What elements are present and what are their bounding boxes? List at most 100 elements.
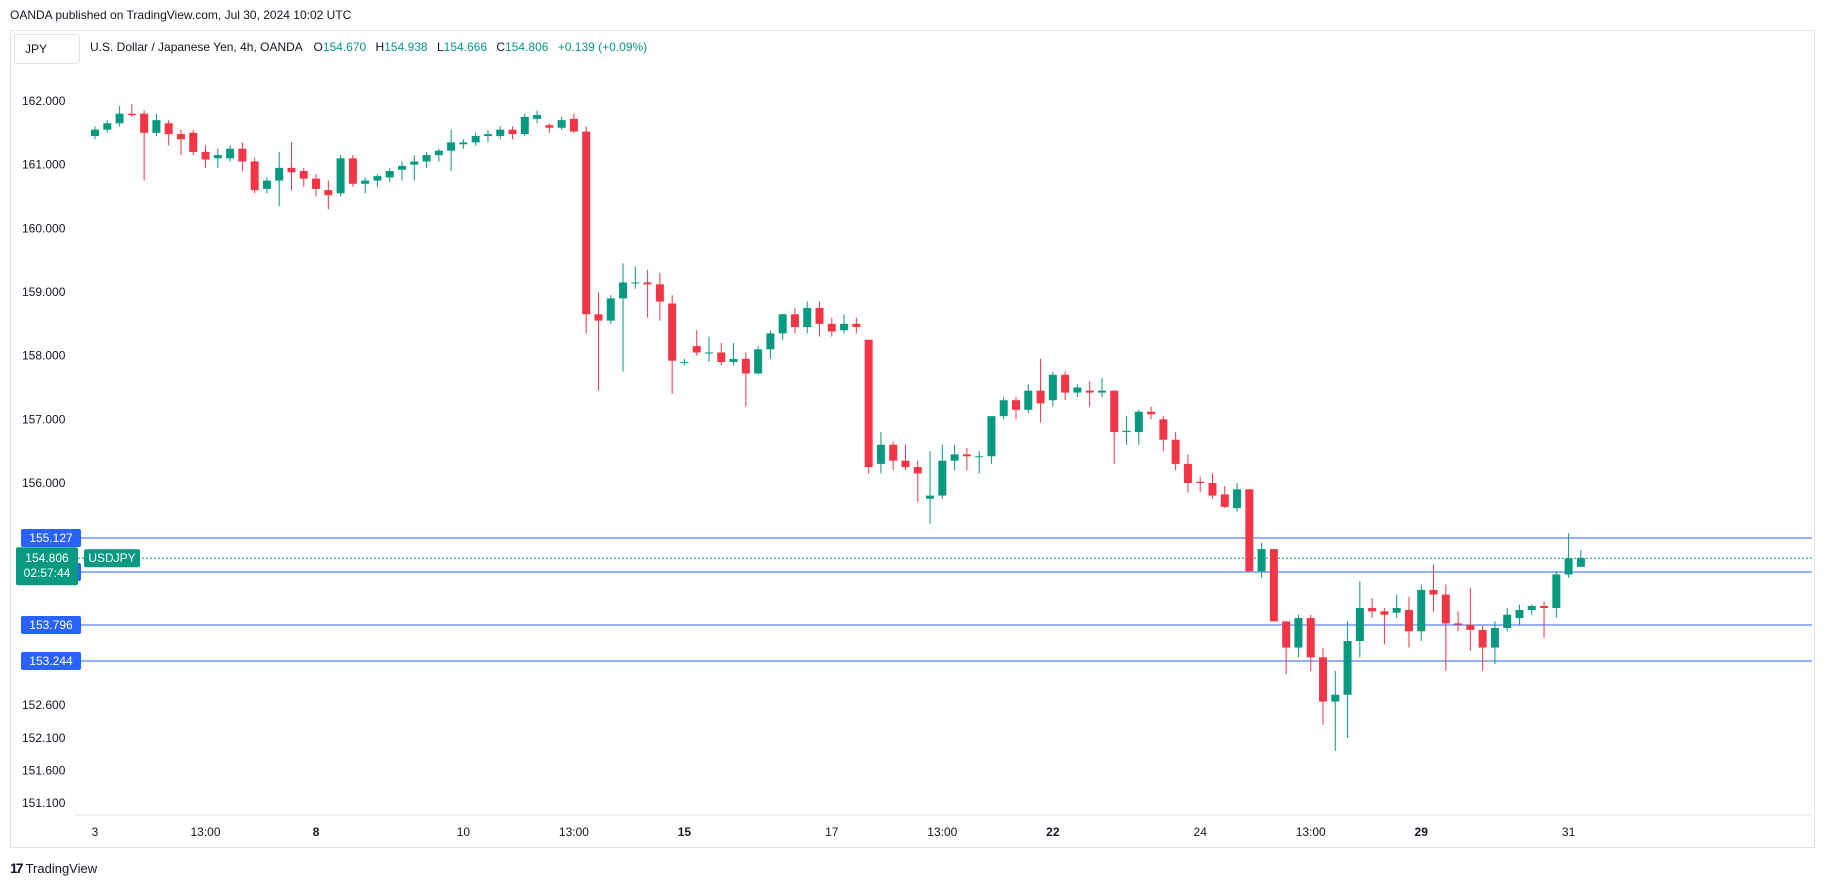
candle-body — [336, 158, 345, 194]
y-tick-label: 158.000 — [22, 349, 66, 363]
candle-body — [754, 349, 763, 374]
candle-body — [176, 134, 185, 140]
candle-body — [361, 180, 370, 184]
candle-body — [680, 362, 689, 364]
level-price-label: 155.127 — [29, 531, 73, 545]
candle-body — [926, 495, 935, 499]
candle-body — [1257, 549, 1266, 572]
candle-body — [471, 136, 480, 143]
candle-body — [483, 134, 492, 137]
candle-body — [729, 358, 738, 363]
candle-body — [533, 115, 542, 119]
candle-body — [864, 339, 873, 468]
candle-body — [1134, 411, 1143, 433]
candle-body — [115, 113, 124, 124]
candle-body — [1417, 589, 1426, 632]
level-price-tag — [21, 652, 81, 670]
candle-body — [1429, 589, 1438, 595]
candle-body — [827, 323, 836, 332]
candle-body — [1368, 607, 1377, 612]
candle-body — [766, 333, 775, 350]
candle-body — [557, 120, 566, 128]
candle-body — [975, 456, 984, 458]
candle-body — [950, 454, 959, 461]
x-tick-label: 13:00 — [191, 825, 221, 839]
symbol-search-box[interactable]: JPY — [14, 34, 80, 64]
level-price-tag — [21, 529, 81, 547]
candle-body — [1245, 489, 1254, 572]
candle-body — [1490, 628, 1499, 648]
candle-body — [1392, 607, 1401, 613]
candle-body — [324, 190, 333, 196]
candle-body — [987, 416, 996, 457]
level-price-label: 153.244 — [29, 654, 73, 668]
candle-body — [1540, 605, 1549, 608]
candle-body — [1515, 609, 1524, 619]
candle-body — [164, 123, 173, 135]
x-tick-label: 31 — [1562, 825, 1576, 839]
x-tick-label: 10 — [457, 825, 471, 839]
candle-body — [962, 454, 971, 457]
candle-body — [1343, 641, 1352, 695]
candle-body — [1122, 430, 1131, 433]
symbol-tag-label: USDJPY — [88, 551, 135, 565]
countdown-label: 02:57:44 — [24, 566, 71, 580]
candle-body — [201, 151, 210, 160]
x-tick-label: 13:00 — [1296, 825, 1326, 839]
y-tick-label: 151.100 — [22, 796, 66, 810]
candle-body — [803, 307, 812, 328]
y-tick-label: 159.000 — [22, 285, 66, 299]
candle-body — [299, 171, 308, 179]
candle-body — [790, 314, 799, 328]
candle-body — [741, 358, 750, 374]
candle-body — [1441, 594, 1450, 624]
candle-body — [901, 460, 910, 468]
candle-body — [876, 444, 885, 464]
x-tick-label: 24 — [1194, 825, 1208, 839]
x-tick-label: 29 — [1415, 825, 1429, 839]
y-tick-label: 152.100 — [22, 731, 66, 745]
candle-body — [520, 116, 529, 135]
candle-body — [152, 120, 161, 133]
y-tick-label: 152.600 — [22, 698, 66, 712]
candle-body — [1564, 558, 1573, 575]
legend-close-value: 154.806 — [505, 40, 549, 54]
candle-body — [1036, 390, 1045, 404]
candle-body — [373, 176, 382, 181]
y-tick-label: 156.000 — [22, 476, 66, 490]
candle-body — [1183, 463, 1192, 483]
candle-body — [189, 132, 198, 152]
candle-body — [496, 129, 505, 137]
candle-body — [459, 142, 468, 145]
candle-body — [1503, 614, 1512, 628]
x-tick-label: 3 — [92, 825, 99, 839]
candle-body — [312, 178, 321, 189]
candle-body — [1012, 400, 1020, 410]
candle-body — [1331, 694, 1340, 702]
legend-high-value: 154.938 — [384, 40, 428, 54]
y-tick-label: 157.000 — [22, 412, 66, 426]
candle-body — [852, 323, 861, 328]
chart-frame — [10, 30, 1815, 848]
x-tick-label: 8 — [313, 825, 320, 839]
candle-body — [1171, 439, 1180, 464]
candle-body — [1147, 411, 1156, 415]
y-tick-label: 151.600 — [22, 764, 66, 778]
candle-body — [1085, 390, 1094, 393]
legend-change: +0.139 (+0.09%) — [557, 40, 648, 54]
candle-body — [226, 148, 235, 159]
candle-body — [1380, 611, 1389, 615]
legend-low-value: 154.666 — [443, 40, 488, 54]
candle-body — [569, 118, 578, 132]
candle-body — [422, 155, 431, 162]
candle-body — [594, 314, 603, 321]
tradingview-footer: 17 TradingView — [10, 860, 97, 876]
candle-body — [434, 150, 443, 156]
candle-body — [938, 460, 947, 496]
candle-body — [348, 158, 357, 184]
candle-body — [1196, 481, 1205, 483]
candle-body — [213, 155, 222, 159]
candle-body — [668, 303, 677, 361]
candle-body — [1233, 489, 1242, 509]
